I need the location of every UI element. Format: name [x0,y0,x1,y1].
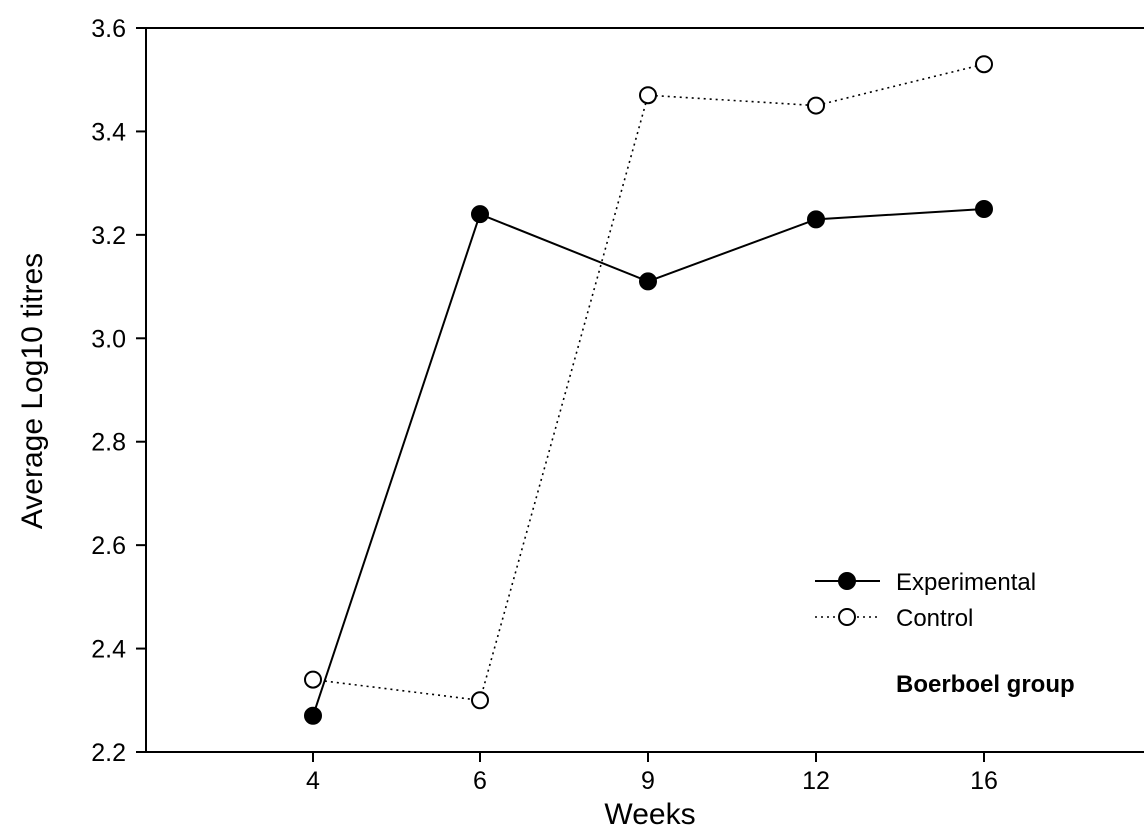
series-line-control [312,63,985,702]
legend-label-experimental: Experimental [896,569,1036,596]
y-tick-label: 3.6 [91,15,126,43]
data-point-control [639,86,657,105]
data-point-control [807,96,825,115]
y-tick-label: 2.4 [91,636,126,664]
x-axis-ticks: 4 6 9 12 16 [306,752,998,795]
x-tick-label: 4 [306,767,320,795]
y-tick-label: 2.2 [91,739,126,767]
x-axis-title: Weeks [604,798,695,831]
data-point-control [471,691,489,710]
data-point-experimental [975,200,993,218]
x-tick-label: 12 [802,767,830,795]
group-annotation: Boerboel group [896,671,1075,698]
data-point-experimental [471,205,489,224]
legend-item-control: Control [815,605,973,632]
y-axis-title: Average Log10 titres [16,253,49,529]
y-axis-ticks: 2.2 2.4 2.6 2.8 3.0 3.2 3.4 3.6 [91,15,146,767]
y-tick-label: 3.2 [91,222,126,250]
legend-label-control: Control [896,605,973,632]
data-point-control [975,55,993,74]
data-point-control [304,670,322,689]
legend-marker-control [838,608,856,626]
series-layer [304,55,993,725]
legend: Experimental Control [815,569,1036,632]
y-tick-label: 2.6 [91,532,126,560]
x-tick-label: 6 [473,767,487,795]
y-tick-label: 2.8 [91,429,126,457]
data-point-experimental [807,210,825,229]
y-tick-label: 3.0 [91,325,126,353]
y-tick-label: 3.4 [91,118,126,146]
x-tick-label: 16 [970,767,998,795]
legend-marker-experimental [838,572,856,590]
legend-item-experimental: Experimental [815,569,1036,596]
data-point-experimental [304,706,322,725]
x-tick-label: 9 [641,767,655,795]
data-point-experimental [639,272,657,291]
